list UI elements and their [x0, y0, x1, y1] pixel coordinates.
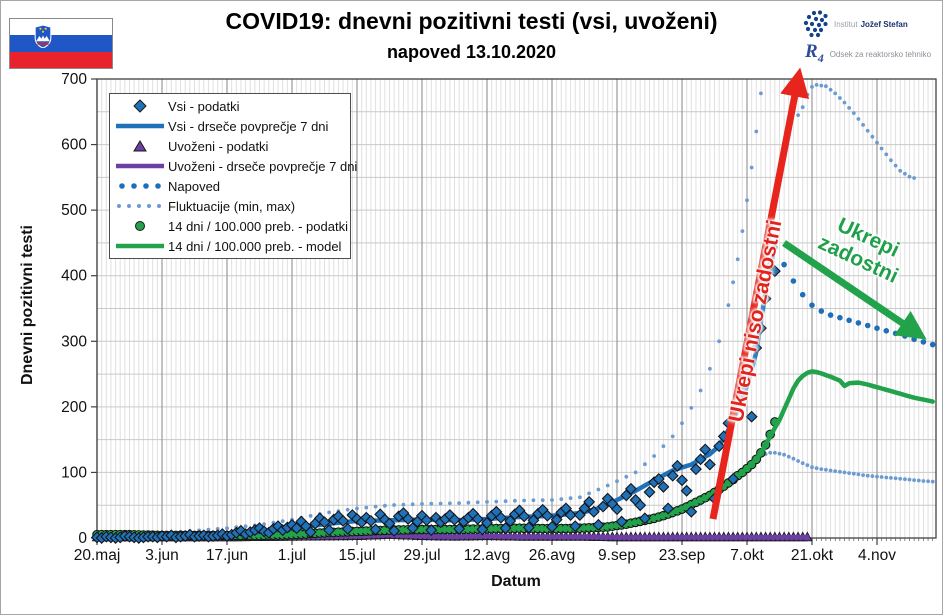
y-tick-label: 100: [61, 464, 87, 481]
x-tick-label: 17.jun: [206, 547, 248, 564]
x-axis-title: Datum: [491, 573, 541, 590]
x-tick-label: 21.okt: [791, 547, 834, 564]
page-subtitle: napoved 13.10.2020: [386, 42, 557, 62]
y-tick-label: 200: [61, 399, 87, 416]
ijs-logo-row1: Institut Jožef Stefan: [803, 10, 941, 39]
x-tick-label: 7.okt: [730, 547, 764, 564]
legend-item-vsi-avg: Vsi - drseče povprečje 7 dni: [112, 116, 350, 136]
large-dots-marker-icon: [112, 178, 168, 194]
slovenia-coat-of-arms-icon: [34, 25, 52, 48]
y-axis-title: Dnevni pozitivni testi: [19, 225, 36, 386]
ijs-dept-label: Odsek za reaktorsko tehniko: [829, 50, 932, 60]
legend: Vsi - podatki Vsi - drseče povprečje 7 d…: [109, 93, 357, 259]
series-fluktuacije-max: [95, 83, 916, 537]
ijs-logo-row2: R4 Odsek za reaktorsko tehniko: [803, 42, 941, 68]
legend-item-fluktuacije: Fluktuacije (min, max): [112, 196, 350, 216]
green-line-marker-icon: [112, 238, 168, 254]
x-tick-label: 20.maj: [74, 547, 121, 564]
y-tick-label: 600: [61, 137, 87, 154]
legend-item-uvozeni-avg: Uvoženi - drseče povprečje 7 dni: [112, 156, 357, 176]
y-tick-label: 400: [61, 268, 87, 285]
legend-item-uvozeni-podatki: Uvoženi - podatki: [112, 136, 350, 156]
x-tick-label: 3.jun: [145, 547, 179, 564]
diamond-marker-icon: [112, 98, 168, 114]
x-tick-label: 26.avg: [529, 547, 576, 564]
legend-item-napoved: Napoved: [112, 176, 350, 196]
triangle-marker-icon: [112, 138, 168, 154]
legend-item-vsi-podatki: Vsi - podatki: [112, 96, 350, 116]
y-tick-label: 0: [78, 530, 87, 547]
ijs-name-light: Institut: [834, 20, 858, 29]
x-tick-label: 1.jul: [278, 547, 306, 564]
purple-line-marker-icon: [112, 158, 168, 174]
y-tick-label: 700: [61, 71, 87, 88]
red-arrow: [709, 67, 810, 520]
small-dots-marker-icon: [112, 198, 168, 214]
page-title: COVID19: dnevni pozitivni testi (vsi, uv…: [225, 8, 718, 34]
x-tick-label: 23.sep: [659, 547, 706, 564]
y-tick-label: 500: [61, 202, 87, 219]
flag-stripe-red: [10, 51, 112, 68]
flag-slovenia: [9, 18, 113, 69]
x-tick-label: 29.jul: [403, 547, 440, 564]
green-circle-marker-icon: [112, 218, 168, 234]
series-vsi-podatki: [91, 260, 781, 544]
ijs-name-bold: Jožef Stefan: [860, 20, 908, 29]
blue-line-marker-icon: [112, 118, 168, 134]
x-tick-label: 4.nov: [858, 547, 896, 564]
r4-icon: R4: [805, 41, 824, 65]
ijs-logo: Institut Jožef Stefan R4 Odsek za reakto…: [803, 10, 941, 71]
x-tick-label: 12.avg: [464, 547, 511, 564]
x-tick-label: 9.sep: [598, 547, 636, 564]
x-tick-label: 15.jul: [338, 547, 375, 564]
green-arrow: [782, 240, 927, 340]
y-tick-label: 300: [61, 333, 87, 350]
ijs-dots-icon: [803, 10, 828, 38]
legend-item-incidenca-podatki: 14 dni / 100.000 preb. - podatki: [112, 216, 350, 236]
legend-item-incidenca-model: 14 dni / 100.000 preb. - model: [112, 236, 350, 256]
